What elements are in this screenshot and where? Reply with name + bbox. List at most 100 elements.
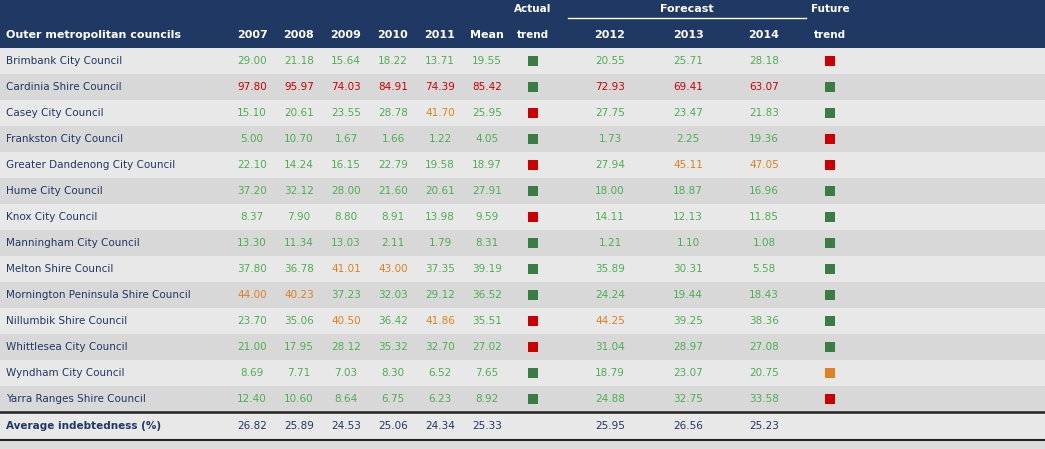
Text: 25.71: 25.71 [673,56,703,66]
Text: 41.86: 41.86 [425,316,455,326]
Bar [0,204,1045,230]
Text: 31.04: 31.04 [595,342,625,352]
Text: 2009: 2009 [330,30,362,40]
Text: 23.55: 23.55 [331,108,361,118]
Text: trend: trend [517,30,549,40]
Text: 18.97: 18.97 [472,160,502,170]
Text: Greater Dandenong City Council: Greater Dandenong City Council [6,160,176,170]
Text: 32.12: 32.12 [284,186,314,196]
Text: 21.00: 21.00 [237,342,266,352]
Text: 18.79: 18.79 [595,368,625,378]
Text: 28.97: 28.97 [673,342,703,352]
Bar [0,386,1045,412]
Text: 19.55: 19.55 [472,56,502,66]
Text: 32.03: 32.03 [378,290,408,300]
Text: 25.95: 25.95 [595,421,625,431]
Text: 10.60: 10.60 [284,394,314,404]
Bar [0,412,1045,440]
Text: 1.22: 1.22 [428,134,451,144]
Text: 24.34: 24.34 [425,421,455,431]
Text: 14.11: 14.11 [595,212,625,222]
Text: 11.34: 11.34 [284,238,314,248]
Bar [0,308,1045,334]
Text: 35.51: 35.51 [472,316,502,326]
Text: 35.89: 35.89 [595,264,625,274]
Text: 13.30: 13.30 [237,238,266,248]
Text: 45.11: 45.11 [673,160,703,170]
Text: 2010: 2010 [377,30,409,40]
Text: 40.23: 40.23 [284,290,314,300]
Bar [825,108,835,118]
Text: 32.70: 32.70 [425,342,455,352]
Text: 2013: 2013 [673,30,703,40]
Text: 23.47: 23.47 [673,108,703,118]
Text: Hume City Council: Hume City Council [6,186,102,196]
Text: 8.64: 8.64 [334,394,357,404]
Bar [825,186,835,196]
Text: 18.87: 18.87 [673,186,703,196]
Text: 35.32: 35.32 [378,342,408,352]
Bar [528,212,538,222]
Bar [0,256,1045,282]
Text: 13.71: 13.71 [425,56,455,66]
Text: 2011: 2011 [424,30,456,40]
Text: 2007: 2007 [236,30,268,40]
Bar [825,160,835,170]
Text: 10.70: 10.70 [284,134,314,144]
Bar [528,82,538,92]
Text: 17.95: 17.95 [284,342,314,352]
Bar [825,134,835,144]
Text: 20.61: 20.61 [284,108,314,118]
Text: 6.23: 6.23 [428,394,451,404]
Bar [0,48,1045,74]
Text: 6.75: 6.75 [381,394,404,404]
Text: 69.41: 69.41 [673,82,703,92]
Text: 25.33: 25.33 [472,421,502,431]
Text: 7.03: 7.03 [334,368,357,378]
Text: 40.50: 40.50 [331,316,361,326]
Bar [0,360,1045,386]
Text: 2012: 2012 [595,30,626,40]
Text: 37.80: 37.80 [237,264,266,274]
Text: 72.93: 72.93 [595,82,625,92]
Text: 84.91: 84.91 [378,82,408,92]
Text: 29.00: 29.00 [237,56,266,66]
Text: 47.05: 47.05 [749,160,779,170]
Bar [528,56,538,66]
Text: 36.52: 36.52 [472,290,502,300]
Text: 20.55: 20.55 [595,56,625,66]
Text: 7.90: 7.90 [287,212,310,222]
Bar [528,238,538,248]
Text: 25.89: 25.89 [284,421,314,431]
Text: 11.85: 11.85 [749,212,779,222]
Text: 2.25: 2.25 [676,134,699,144]
Text: 24.53: 24.53 [331,421,361,431]
Text: 28.00: 28.00 [331,186,361,196]
Text: 74.03: 74.03 [331,82,361,92]
Text: 8.80: 8.80 [334,212,357,222]
Text: 33.58: 33.58 [749,394,779,404]
Text: 7.71: 7.71 [287,368,310,378]
Bar [825,212,835,222]
Bar [825,56,835,66]
Text: 14.24: 14.24 [284,160,314,170]
Text: 85.42: 85.42 [472,82,502,92]
Text: 20.75: 20.75 [749,368,779,378]
Text: 21.18: 21.18 [284,56,314,66]
Text: 95.97: 95.97 [284,82,314,92]
Text: Frankston City Council: Frankston City Council [6,134,123,144]
Text: 63.07: 63.07 [749,82,779,92]
Text: 12.13: 12.13 [673,212,703,222]
Text: Brimbank City Council: Brimbank City Council [6,56,122,66]
Bar [825,264,835,274]
Bar [528,342,538,352]
Text: 23.70: 23.70 [237,316,266,326]
Text: 32.75: 32.75 [673,394,703,404]
Text: 25.23: 25.23 [749,421,779,431]
Text: Forecast: Forecast [660,4,714,14]
Text: 37.35: 37.35 [425,264,455,274]
Text: 44.25: 44.25 [595,316,625,326]
Text: Wyndham City Council: Wyndham City Council [6,368,124,378]
Text: 2008: 2008 [283,30,315,40]
Text: 1.10: 1.10 [676,238,699,248]
